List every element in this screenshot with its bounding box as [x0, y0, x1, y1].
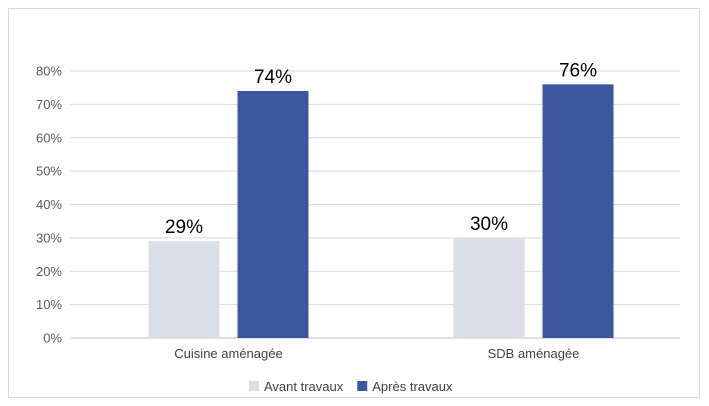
- legend-entry: Après travaux: [372, 379, 453, 394]
- bar: [237, 91, 309, 339]
- bar: [453, 237, 525, 338]
- data-labels: 29% 74% 30% 76%: [165, 60, 597, 238]
- y-tick-label: 20%: [36, 264, 62, 279]
- category-label: Cuisine aménagée: [174, 346, 282, 361]
- legend: Avant travaux Après travaux: [249, 379, 453, 394]
- y-tick-label: 70%: [36, 97, 62, 112]
- legend-entry: Avant travaux: [264, 379, 344, 394]
- y-axis-ticks: 0% 10% 20% 30% 40% 50% 60% 70% 80%: [36, 64, 62, 346]
- y-tick-label: 40%: [36, 197, 62, 212]
- data-label: 30%: [470, 214, 508, 235]
- y-tick-label: 10%: [36, 297, 62, 312]
- legend-swatch: [249, 381, 259, 391]
- y-tick-label: 0%: [43, 331, 62, 346]
- data-label: 74%: [254, 67, 292, 88]
- y-tick-label: 60%: [36, 130, 62, 145]
- y-tick-label: 30%: [36, 230, 62, 245]
- data-label: 29%: [165, 217, 203, 238]
- bars: [148, 84, 614, 339]
- legend-swatch: [357, 381, 368, 391]
- y-tick-label: 80%: [36, 64, 62, 79]
- category-labels: Cuisine aménagée SDB aménagée: [174, 346, 579, 361]
- bar: [148, 241, 220, 338]
- bar: [542, 84, 614, 338]
- category-label: SDB aménagée: [488, 346, 580, 361]
- data-label: 76%: [559, 60, 597, 81]
- y-tick-label: 50%: [36, 164, 62, 179]
